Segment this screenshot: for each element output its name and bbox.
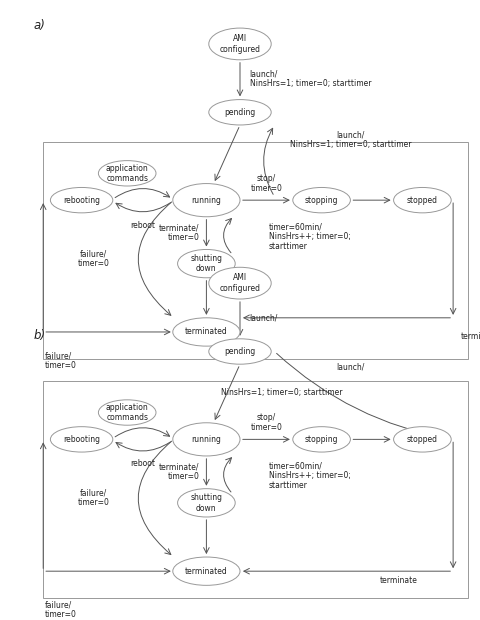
Text: terminate/
timer=0: terminate/ timer=0: [159, 463, 199, 481]
Ellipse shape: [173, 423, 240, 456]
Ellipse shape: [293, 187, 350, 213]
Text: rebooting: rebooting: [63, 196, 100, 205]
Ellipse shape: [173, 557, 240, 585]
Text: terminate: terminate: [461, 332, 480, 341]
Ellipse shape: [178, 249, 235, 278]
Ellipse shape: [98, 400, 156, 425]
Text: NinsHrs=1; timer=0; starttimer: NinsHrs=1; timer=0; starttimer: [221, 389, 342, 397]
Text: failure/
timer=0: failure/ timer=0: [78, 249, 109, 268]
Text: failure/
timer=0: failure/ timer=0: [45, 601, 77, 619]
Text: a): a): [34, 19, 46, 32]
Ellipse shape: [178, 489, 235, 517]
Text: AMI
configured: AMI configured: [219, 273, 261, 293]
Text: stopping: stopping: [305, 435, 338, 444]
Text: stopped: stopped: [407, 196, 438, 205]
Text: launch/
NinsHrs=1; timer=0; starttimer: launch/ NinsHrs=1; timer=0; starttimer: [250, 69, 371, 89]
Text: terminate: terminate: [380, 576, 418, 585]
Text: terminated: terminated: [185, 327, 228, 337]
Ellipse shape: [173, 184, 240, 217]
Text: shutting
down: shutting down: [191, 254, 222, 273]
Ellipse shape: [209, 339, 271, 364]
Text: running: running: [192, 435, 221, 444]
Ellipse shape: [394, 427, 451, 452]
Ellipse shape: [209, 28, 271, 60]
Text: terminated: terminated: [185, 567, 228, 576]
Text: launch/
NinsHrs=1; timer=0; starttimer: launch/ NinsHrs=1; timer=0; starttimer: [289, 130, 411, 149]
Text: reboot: reboot: [130, 459, 155, 468]
Text: b): b): [34, 329, 46, 342]
Text: pending: pending: [224, 347, 256, 356]
Text: terminate/
timer=0: terminate/ timer=0: [159, 224, 199, 242]
Text: launch/: launch/: [336, 362, 365, 371]
Ellipse shape: [50, 427, 113, 452]
Text: stop/
timer=0: stop/ timer=0: [251, 414, 282, 432]
Text: launch/: launch/: [250, 314, 278, 323]
Text: failure/
timer=0: failure/ timer=0: [45, 352, 77, 370]
Ellipse shape: [293, 427, 350, 452]
Text: stopped: stopped: [407, 435, 438, 444]
Text: pending: pending: [224, 108, 256, 117]
Text: failure/
timer=0: failure/ timer=0: [78, 489, 109, 507]
Ellipse shape: [173, 318, 240, 346]
Text: timer=60min/
NinsHrs++; timer=0;
starttimer: timer=60min/ NinsHrs++; timer=0; startti…: [269, 223, 351, 251]
Text: running: running: [192, 196, 221, 205]
Bar: [43, 381, 468, 598]
Text: shutting
down: shutting down: [191, 493, 222, 513]
Text: stop/
timer=0: stop/ timer=0: [251, 174, 282, 193]
Ellipse shape: [98, 161, 156, 186]
Ellipse shape: [209, 267, 271, 299]
Text: reboot: reboot: [130, 221, 155, 229]
Text: timer=60min/
NinsHrs++; timer=0;
starttimer: timer=60min/ NinsHrs++; timer=0; startti…: [269, 462, 351, 490]
Text: application
commands: application commands: [106, 403, 149, 422]
Bar: [43, 141, 468, 359]
Text: application
commands: application commands: [106, 164, 149, 183]
Ellipse shape: [209, 100, 271, 125]
Ellipse shape: [394, 187, 451, 213]
Text: AMI
configured: AMI configured: [219, 34, 261, 54]
Text: stopping: stopping: [305, 196, 338, 205]
Ellipse shape: [50, 187, 113, 213]
Text: rebooting: rebooting: [63, 435, 100, 444]
